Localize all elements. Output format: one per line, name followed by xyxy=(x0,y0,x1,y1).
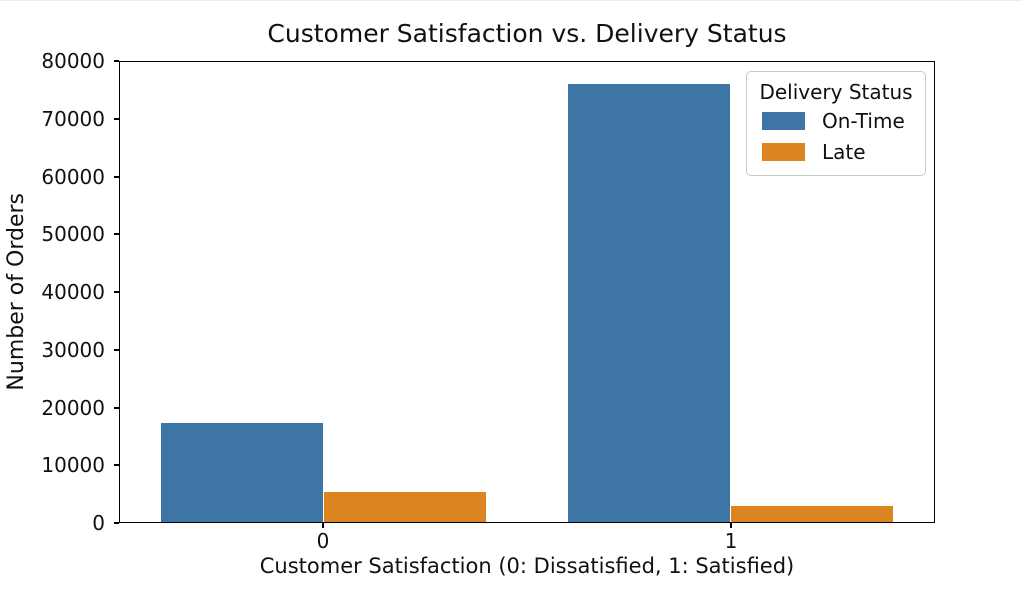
legend-label-late: Late xyxy=(822,139,866,164)
y-tick-mark xyxy=(114,406,119,409)
y-tick-mark xyxy=(114,175,119,178)
y-tick-label: 60000 xyxy=(41,164,105,189)
y-tick-mark xyxy=(114,522,119,524)
legend-swatch-on-time xyxy=(762,111,805,130)
legend-label-on-time: On-Time xyxy=(822,108,905,133)
bar-on-time-1 xyxy=(567,83,731,522)
y-tick-label: 10000 xyxy=(41,453,105,478)
y-tick-mark xyxy=(114,291,119,293)
y-tick-mark xyxy=(114,464,119,467)
bar-late-0 xyxy=(323,492,487,522)
bar-on-time-0 xyxy=(160,422,324,522)
x-tick-mark xyxy=(730,523,732,528)
bar-late-1 xyxy=(730,505,894,522)
legend-item-on-time: On-Time xyxy=(747,105,925,136)
y-tick-mark xyxy=(114,60,119,62)
x-tick-mark xyxy=(322,523,324,528)
y-tick-mark xyxy=(114,348,119,351)
x-axis-label: Customer Satisfaction (0: Dissatisfied, … xyxy=(259,554,795,578)
y-tick-label: 40000 xyxy=(41,280,105,304)
y-tick-mark xyxy=(114,233,119,236)
x-tick-label: 0 xyxy=(316,529,330,553)
plot-area: Delivery Status On-Time Late xyxy=(119,61,935,523)
y-tick-label: 70000 xyxy=(41,106,105,131)
legend-item-late: Late xyxy=(747,136,925,167)
y-tick-label: 50000 xyxy=(41,222,105,247)
legend: Delivery Status On-Time Late xyxy=(746,71,926,176)
y-tick-label: 0 xyxy=(92,511,105,535)
legend-title: Delivery Status xyxy=(759,80,913,104)
y-axis: 0 10000 20000 30000 40000 50000 60000 70000 8000… xyxy=(0,51,119,533)
legend-swatch-late xyxy=(762,142,805,161)
y-tick-label: 30000 xyxy=(41,337,105,362)
y-tick-mark xyxy=(114,117,119,120)
y-tick-label: 20000 xyxy=(41,395,105,420)
chart-title: Customer Satisfaction vs. Delivery Statu… xyxy=(267,19,787,48)
y-tick-label: 80000 xyxy=(41,49,105,73)
bars-layer xyxy=(120,62,934,522)
x-tick-label: 1 xyxy=(724,529,738,553)
